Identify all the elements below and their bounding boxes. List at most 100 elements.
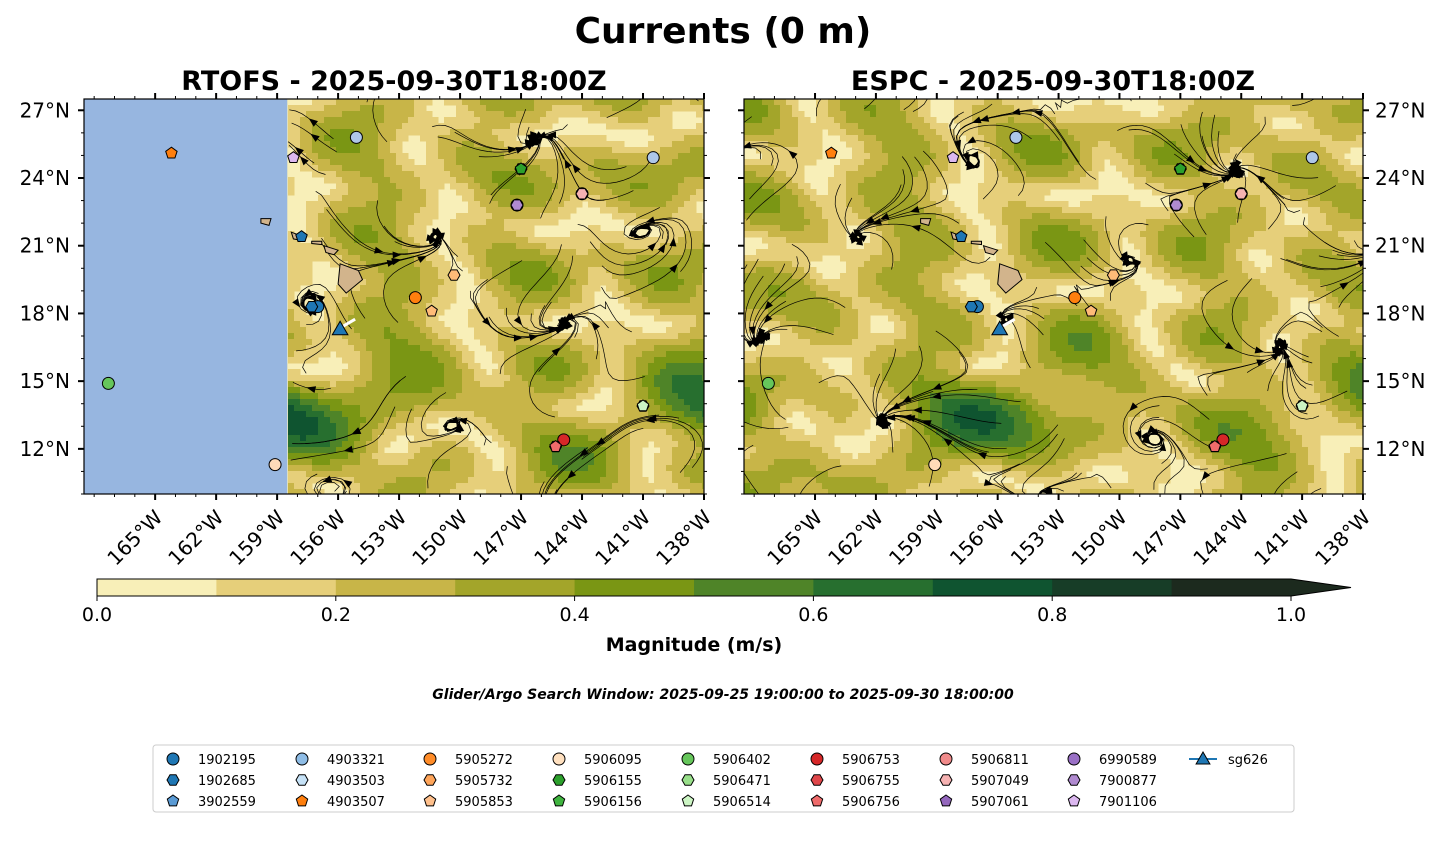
field-cell <box>378 417 385 424</box>
field-cell <box>390 423 397 430</box>
field-cell <box>426 285 433 292</box>
field-cell <box>1326 111 1333 118</box>
field-cell <box>660 99 667 106</box>
field-cell <box>702 489 704 494</box>
field-cell <box>564 195 571 202</box>
field-cell <box>426 477 433 484</box>
field-cell <box>522 435 529 442</box>
field-cell <box>594 99 601 106</box>
field-cell <box>1032 123 1039 130</box>
field-cell <box>372 345 379 352</box>
field-cell <box>486 105 493 112</box>
field-cell <box>426 195 433 202</box>
field-cell <box>534 237 541 244</box>
field-cell <box>408 327 415 334</box>
field-cell <box>366 279 373 286</box>
field-cell <box>666 309 673 316</box>
field-cell <box>450 399 457 406</box>
field-cell <box>324 303 331 310</box>
field-cell <box>606 99 613 106</box>
field-cell <box>438 141 445 148</box>
field-cell <box>300 447 307 454</box>
field-cell <box>618 399 625 406</box>
field-cell <box>294 285 301 292</box>
field-cell <box>396 243 403 250</box>
field-cell <box>492 111 499 118</box>
field-cell <box>360 327 367 334</box>
field-cell <box>834 111 841 118</box>
field-cell <box>972 99 979 106</box>
field-cell <box>684 393 691 400</box>
field-cell <box>510 219 517 226</box>
field-cell <box>1242 105 1249 112</box>
field-cell <box>636 123 643 130</box>
field-cell <box>690 483 697 490</box>
field-cell <box>504 387 511 394</box>
field-cell <box>852 135 859 142</box>
field-cell <box>1260 99 1267 106</box>
field-cell <box>552 243 559 250</box>
field-cell <box>654 441 661 448</box>
field-cell <box>642 201 649 208</box>
field-cell <box>462 261 469 268</box>
field-cell <box>624 363 631 370</box>
field-cell <box>342 297 349 304</box>
field-cell <box>342 483 349 490</box>
field-cell <box>462 369 469 376</box>
field-cell <box>678 345 685 352</box>
field-cell <box>606 123 613 130</box>
field-cell <box>480 153 487 160</box>
field-cell <box>606 153 613 160</box>
field-cell <box>678 441 685 448</box>
field-cell <box>900 129 907 136</box>
field-cell <box>384 237 391 244</box>
field-cell <box>702 249 704 256</box>
field-cell <box>528 465 535 472</box>
field-cell <box>504 309 511 316</box>
field-cell <box>750 117 757 124</box>
field-cell <box>654 183 661 190</box>
field-cell <box>498 285 505 292</box>
field-cell <box>396 387 403 394</box>
field-cell <box>432 249 439 256</box>
field-cell <box>576 297 583 304</box>
field-cell <box>642 489 649 494</box>
field-cell <box>420 459 427 466</box>
field-cell <box>474 111 481 118</box>
field-cell <box>378 153 385 160</box>
field-cell <box>426 333 433 340</box>
field-cell <box>606 375 613 382</box>
field-cell <box>486 375 493 382</box>
field-cell <box>552 339 559 346</box>
field-cell <box>612 477 619 484</box>
streamline-arrow <box>292 298 301 308</box>
field-cell <box>630 369 637 376</box>
field-cell <box>318 471 325 478</box>
field-cell <box>486 141 493 148</box>
field-cell <box>570 345 577 352</box>
field-cell <box>474 99 481 106</box>
field-cell <box>420 405 427 412</box>
field-cell <box>366 297 373 304</box>
field-cell <box>438 291 445 298</box>
field-cell <box>690 465 697 472</box>
field-cell <box>546 117 553 124</box>
field-cell <box>348 117 355 124</box>
field-cell <box>534 453 541 460</box>
field-cell <box>498 147 505 154</box>
field-cell <box>660 303 667 310</box>
field-cell <box>564 423 571 430</box>
field-cell <box>474 465 481 472</box>
field-cell <box>660 213 667 220</box>
field-cell <box>654 429 661 436</box>
field-cell <box>462 351 469 358</box>
field-cell <box>618 459 625 466</box>
field-cell <box>666 417 673 424</box>
field-cell <box>462 405 469 412</box>
field-cell <box>480 129 487 136</box>
field-cell <box>498 303 505 310</box>
field-cell <box>528 225 535 232</box>
field-cell <box>498 477 505 484</box>
field-cell <box>288 255 295 262</box>
field-cell <box>642 351 649 358</box>
